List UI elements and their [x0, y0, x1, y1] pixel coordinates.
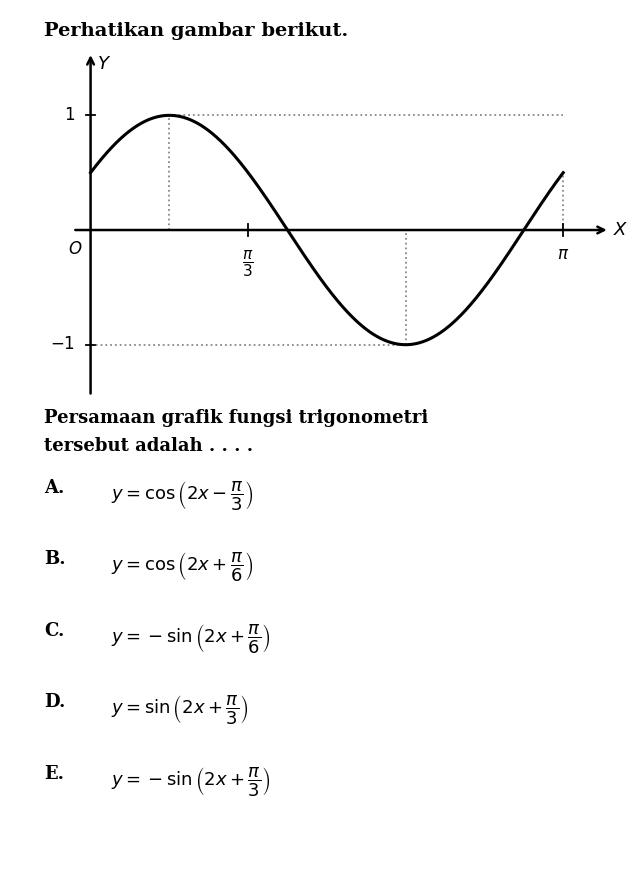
Text: $1$: $1$	[64, 107, 76, 124]
Text: $-1$: $-1$	[50, 336, 76, 354]
Text: A.: A.	[44, 479, 65, 497]
Text: tersebut adalah . . . .: tersebut adalah . . . .	[44, 437, 253, 456]
Text: $O$: $O$	[69, 241, 83, 259]
Text: $Y$: $Y$	[97, 55, 110, 72]
Text: $y = -\sin\left(2x + \dfrac{\pi}{3}\right)$: $y = -\sin\left(2x + \dfrac{\pi}{3}\righ…	[111, 765, 271, 798]
Text: B.: B.	[44, 550, 66, 569]
Text: $y = \cos\left(2x + \dfrac{\pi}{6}\right)$: $y = \cos\left(2x + \dfrac{\pi}{6}\right…	[111, 550, 253, 584]
Text: $y = \cos\left(2x - \dfrac{\pi}{3}\right)$: $y = \cos\left(2x - \dfrac{\pi}{3}\right…	[111, 479, 253, 512]
Text: Persamaan grafik fungsi trigonometri: Persamaan grafik fungsi trigonometri	[44, 409, 429, 428]
Text: D.: D.	[44, 693, 66, 712]
Text: $y = -\sin\left(2x + \dfrac{\pi}{6}\right)$: $y = -\sin\left(2x + \dfrac{\pi}{6}\righ…	[111, 622, 271, 655]
Text: C.: C.	[44, 622, 65, 640]
Text: $\dfrac{\pi}{3}$: $\dfrac{\pi}{3}$	[243, 249, 254, 280]
Text: $\pi$: $\pi$	[557, 246, 570, 263]
Text: Perhatikan gambar berikut.: Perhatikan gambar berikut.	[44, 22, 349, 40]
Text: $X$: $X$	[613, 221, 628, 239]
Text: $y = \sin\left(2x + \dfrac{\pi}{3}\right)$: $y = \sin\left(2x + \dfrac{\pi}{3}\right…	[111, 693, 249, 726]
Text: E.: E.	[44, 765, 64, 783]
